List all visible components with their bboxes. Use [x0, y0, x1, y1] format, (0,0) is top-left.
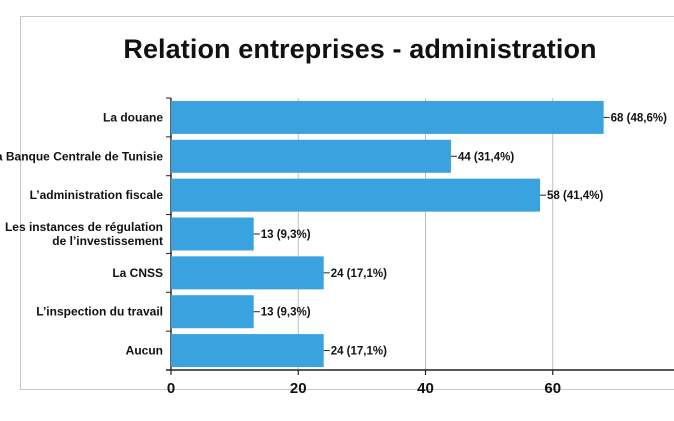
data-label: 58 (41,4%) [547, 190, 603, 202]
data-label: 13 (9,3%) [261, 229, 311, 241]
data-label: 13 (9,3%) [261, 307, 311, 319]
bar [171, 256, 324, 289]
category-label: L’administration fiscale [30, 188, 164, 202]
bar [171, 334, 324, 367]
x-tick-label: 0 [167, 380, 175, 397]
bar [171, 295, 254, 328]
bar [171, 101, 604, 134]
category-label: La douane [103, 110, 163, 124]
category-label: L’inspection du travail [36, 305, 163, 319]
x-tick-label: 20 [290, 380, 307, 397]
data-label: 44 (31,4%) [458, 151, 514, 163]
bar [171, 179, 540, 212]
category-label: La Banque Centrale de Tunisie [0, 149, 163, 163]
category-label: Les instances de régulation de l’investis… [5, 220, 163, 248]
x-tick-label: 40 [417, 380, 434, 397]
x-tick-label: 60 [544, 380, 561, 397]
bar [171, 218, 254, 251]
data-label: 68 (48,6%) [611, 112, 667, 124]
bar [171, 140, 451, 173]
category-label: La CNSS [112, 266, 163, 280]
data-label: 24 (17,1%) [331, 268, 387, 280]
data-label: 24 (17,1%) [331, 346, 387, 358]
category-label: Aucun [126, 344, 163, 358]
